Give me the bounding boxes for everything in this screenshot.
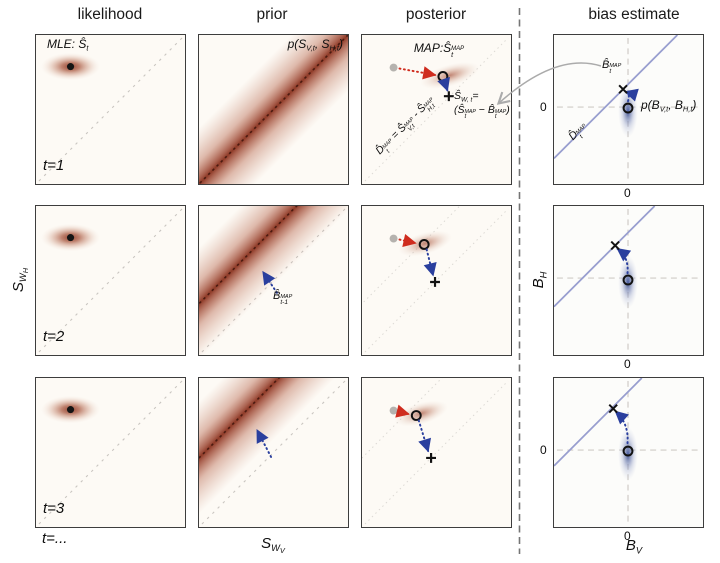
correction-arrow-blue xyxy=(417,419,432,453)
prior-mean-dot xyxy=(389,406,398,415)
bias-prior-circle xyxy=(622,102,634,114)
shifted-diagonal xyxy=(362,206,461,305)
bias-update-arrow xyxy=(614,410,629,445)
disparity-constraint-line xyxy=(554,378,643,467)
map-circle-marker xyxy=(418,239,430,250)
prior-shift-arrow xyxy=(262,270,278,294)
mle-dot-marker xyxy=(66,63,75,71)
panel-prior-t1: p(SV,t, SH,t) xyxy=(198,34,349,185)
header-likelihood: likelihood xyxy=(77,6,143,23)
identity-diagonal xyxy=(364,208,509,353)
mle-label: MLE: Ŝt xyxy=(47,37,89,53)
panel-prior-t2: B̂ MAP t-1 xyxy=(198,205,349,356)
mle-dot-marker xyxy=(66,406,75,414)
zero-tick-bottom: 0 xyxy=(624,357,631,371)
panel-bias-estimate-t1: B̂ MAP t D̂ MAP t p(BV,t, BH,t) 0 0 xyxy=(540,34,704,200)
panel-likelihood-t1: MLE: Ŝt t=1 xyxy=(35,34,186,185)
corrected-estimate-cross xyxy=(426,452,437,463)
bias-update-arrow xyxy=(616,247,632,275)
disparity-constraint-line xyxy=(554,35,678,159)
prior-mean-dot xyxy=(389,63,398,72)
disparity-constraint-line xyxy=(554,206,656,308)
y-axis-label-swh: SWH xyxy=(10,267,31,293)
correction-arrow-blue xyxy=(437,76,450,92)
previous-bias-label: B̂ MAP t-1 xyxy=(273,290,293,306)
time-label-t3: t=3 xyxy=(43,500,65,517)
prior-shift-arrow xyxy=(256,428,273,458)
panel-likelihood-t2: t=2 xyxy=(35,205,186,356)
zero-tick-bottom: 0 xyxy=(624,186,631,200)
zero-tick-left: 0 xyxy=(540,100,547,114)
identity-diagonal xyxy=(364,37,509,182)
bias-map-label: B̂ MAP t xyxy=(602,59,622,75)
time-label-t2: t=2 xyxy=(43,328,65,345)
panel-bias-estimate-t2: 0 xyxy=(553,205,704,371)
identity-diagonal xyxy=(364,380,509,525)
panel-posterior-t2 xyxy=(361,205,512,356)
panel-bias-estimate-t3: 0 0 xyxy=(540,377,704,543)
prior-mean-dot xyxy=(389,234,398,243)
time-label-continuation: t=... xyxy=(42,530,68,547)
x-axis-label-bv: BV xyxy=(625,537,643,556)
corrected-estimate-label: ŜW, t= (Ŝ MAP t − B̂ MAP t) xyxy=(454,90,510,121)
bias-density-label: p(BV,t, BH,t) xyxy=(641,98,697,114)
panel-posterior-t3 xyxy=(361,377,512,528)
time-label-t1: t=1 xyxy=(43,157,65,174)
bias-map-cross xyxy=(608,403,618,414)
panel-posterior-t1: MAP:Ŝ MAP t D̂ MAP t = Ŝ MAP V,t - Ŝ MAP H,t ŜW,… xyxy=(361,34,512,185)
map-circle-marker xyxy=(410,410,422,421)
map-label: MAP:Ŝ MAP t xyxy=(413,41,465,60)
panel-likelihood-t3: t=3 xyxy=(35,377,186,528)
shift-arrow-red xyxy=(398,233,417,247)
bias-map-cross xyxy=(610,240,620,251)
x-axis-label-swv: SWV xyxy=(261,535,285,556)
header-prior: prior xyxy=(256,6,288,23)
bias-blob xyxy=(618,255,638,309)
panel-prior-t3 xyxy=(198,377,349,528)
shift-arrow-red xyxy=(398,66,437,80)
correction-arrow-blue xyxy=(423,248,437,277)
corrected-estimate-cross xyxy=(430,277,440,287)
corrected-estimate-cross xyxy=(443,91,454,102)
bias-map-cross xyxy=(618,84,628,94)
bias-blob xyxy=(618,427,638,481)
header-bias-estimate: bias estimate xyxy=(588,6,680,23)
prior-density-label: p(SV,t, SH,t) xyxy=(287,37,343,53)
mle-dot-marker xyxy=(66,234,75,242)
posterior-blob xyxy=(420,62,480,89)
zero-tick-left: 0 xyxy=(540,443,547,457)
shift-arrow-red xyxy=(395,404,410,418)
prior-band-shifted xyxy=(199,206,348,355)
prior-band xyxy=(199,35,348,184)
shifted-diagonal xyxy=(362,378,443,459)
zero-tick-bottom: 0 xyxy=(624,529,631,543)
bias-prior-circle xyxy=(622,274,634,286)
header-posterior: posterior xyxy=(405,6,467,23)
y-axis-label-bh: BH xyxy=(530,271,549,289)
posterior-blob xyxy=(398,230,452,257)
bias-prior-circle xyxy=(622,445,634,457)
prior-band-shifted xyxy=(199,378,348,527)
